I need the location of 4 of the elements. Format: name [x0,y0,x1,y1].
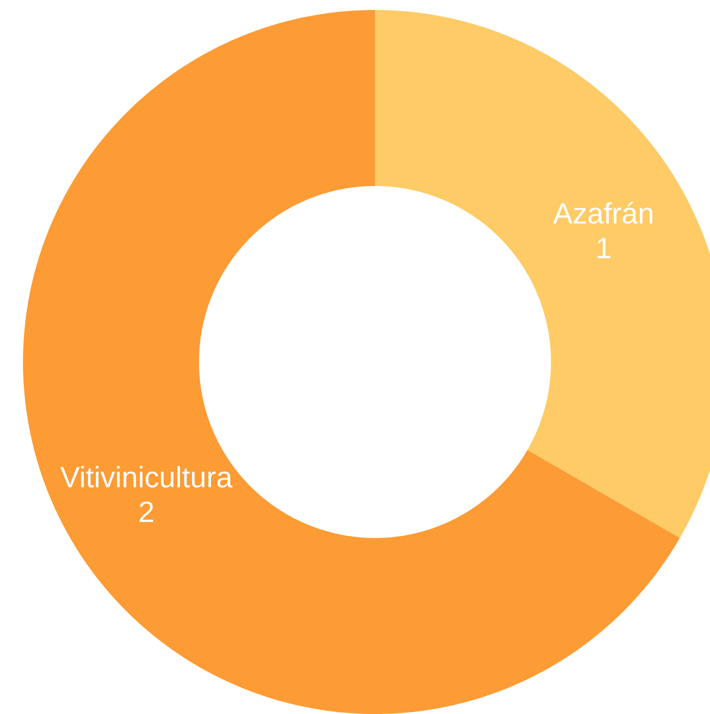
slice-label: Azafrán [553,202,652,224]
data-label: 2 [140,501,154,522]
slice-label: Vitivinicultura [60,466,232,488]
data-label: 1 [598,238,610,258]
